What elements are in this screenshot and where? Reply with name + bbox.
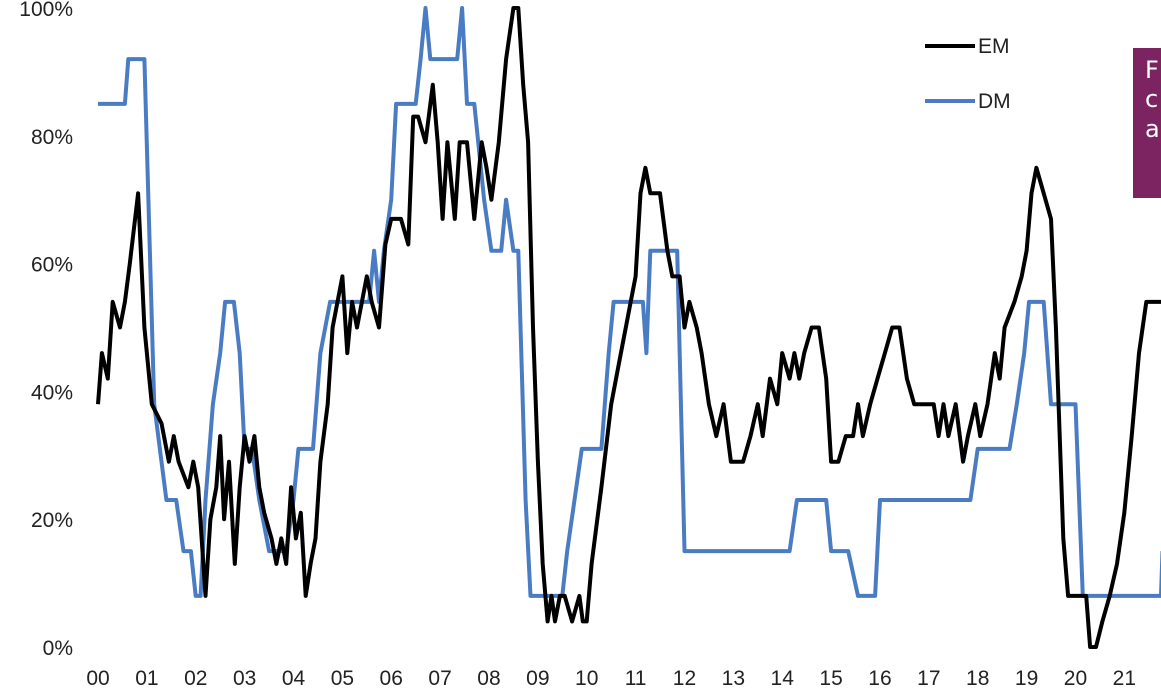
x-tick-label: 03 [233, 667, 256, 690]
chart-series-lines [96, 6, 1161, 649]
y-tick-label: 60% [31, 254, 73, 277]
callout-text: F c a [1145, 56, 1160, 143]
y-tick-label: 100% [19, 0, 73, 21]
x-tick-label: 08 [477, 667, 500, 690]
x-tick-label: 15 [819, 667, 842, 690]
x-tick-label: 20 [1064, 667, 1087, 690]
x-tick-label: 06 [380, 667, 403, 690]
x-tick-label: 01 [135, 667, 158, 690]
x-axis-tick-labels: 00 01 02 03 04 05 06 07 08 09 10 11 12 13 14 15 16 17 18 19… [86, 667, 1136, 690]
x-tick-label: 18 [966, 667, 989, 690]
y-tick-label: 0% [43, 637, 73, 660]
y-tick-label: 80% [31, 126, 73, 149]
y-tick-label: 40% [31, 381, 73, 404]
x-tick-label: 11 [625, 667, 647, 690]
x-tick-label: 17 [917, 667, 940, 690]
x-tick-label: 16 [868, 667, 891, 690]
series-line-em [96, 6, 1161, 649]
x-tick-label: 13 [722, 667, 745, 690]
callout-box: F c a [1133, 48, 1161, 198]
x-tick-label: 14 [771, 667, 795, 690]
legend: EM DM [925, 35, 1011, 113]
x-tick-label: 10 [575, 667, 598, 690]
legend-label-dm: DM [978, 90, 1011, 113]
x-tick-label: 02 [184, 667, 207, 690]
x-tick-label: 12 [673, 667, 696, 690]
y-axis-tick-labels: 0% 20% 40% 60% 80% 100% [19, 0, 73, 660]
x-tick-label: 04 [282, 667, 306, 690]
x-tick-label: 09 [526, 667, 549, 690]
x-tick-label: 21 [1113, 667, 1136, 690]
x-tick-label: 00 [86, 667, 109, 690]
y-tick-label: 20% [31, 509, 73, 532]
x-tick-label: 19 [1015, 667, 1038, 690]
series-line-dm [98, 6, 1161, 598]
legend-label-em: EM [978, 35, 1010, 58]
x-tick-label: 07 [428, 667, 451, 690]
x-tick-label: 05 [331, 667, 354, 690]
